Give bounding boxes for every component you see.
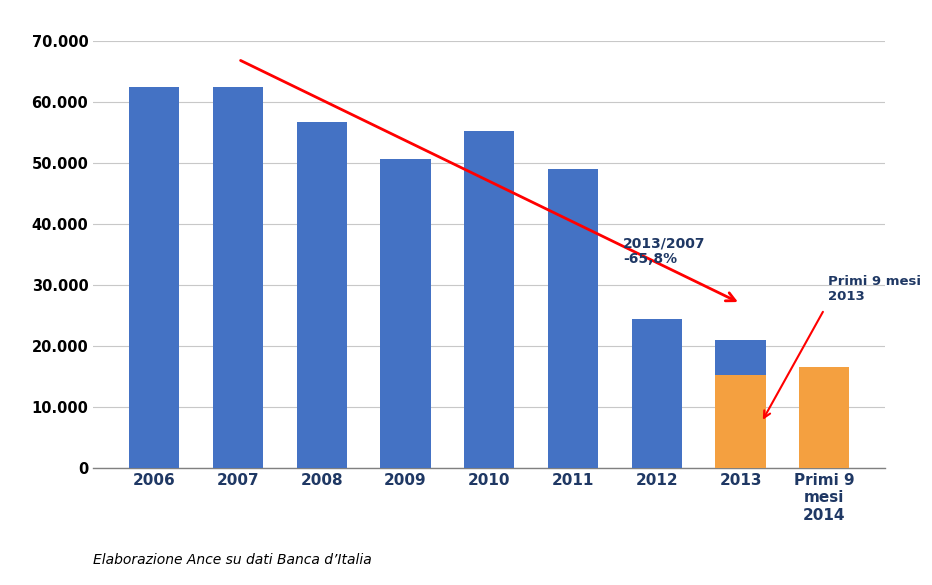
Bar: [716, 375, 766, 468]
Text: 2013/2007
-65,8%: 2013/2007 -65,8%: [624, 236, 706, 266]
Text: Primi 9 mesi
2013: Primi 9 mesi 2013: [829, 276, 922, 303]
Text: Elaborazione Ance su dati Banca d’Italia: Elaborazione Ance su dati Banca d’Italia: [93, 553, 372, 567]
Bar: [464, 131, 514, 468]
Bar: [380, 159, 431, 468]
Bar: [296, 122, 347, 468]
Bar: [799, 367, 849, 468]
Bar: [716, 340, 766, 375]
Bar: [212, 87, 263, 468]
Bar: [130, 87, 180, 468]
Bar: [632, 318, 682, 468]
Bar: [548, 169, 598, 468]
